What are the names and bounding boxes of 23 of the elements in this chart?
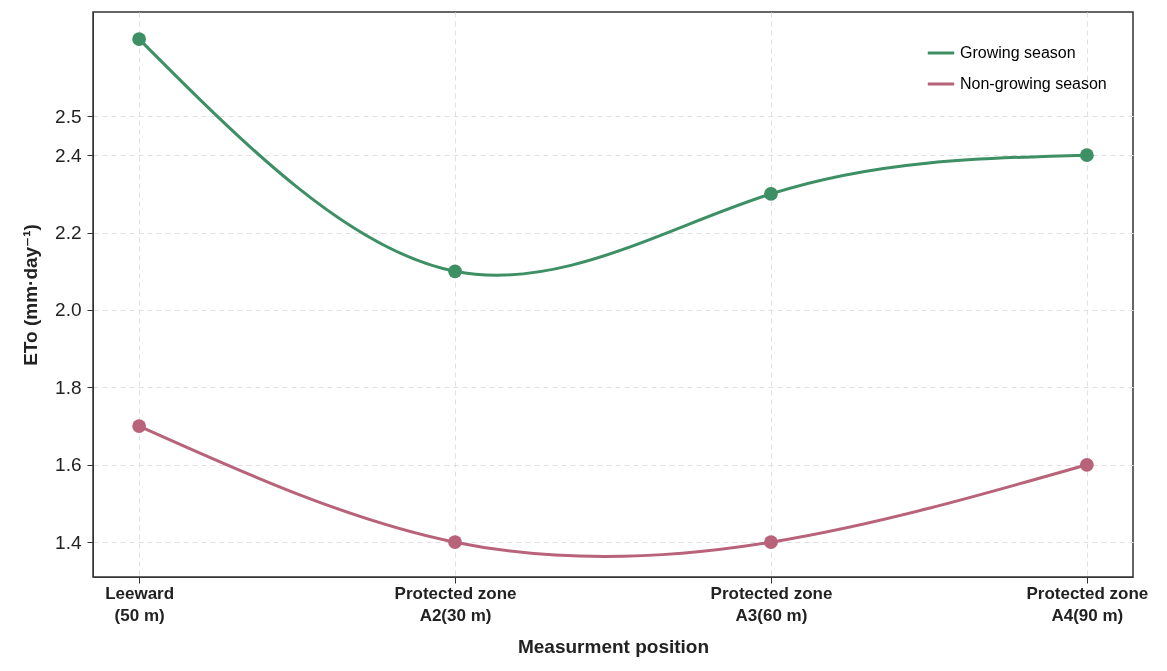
- y-tick-label: 2.0: [55, 299, 82, 321]
- y-tick-label: 2.4: [55, 144, 82, 166]
- point: [764, 187, 778, 201]
- x-tick-label: Protected zone A3(60 m): [710, 583, 833, 625]
- x-tick-label: Protected zone A2(30 m): [394, 583, 517, 625]
- y-tick-label: 1.4: [55, 531, 82, 553]
- point: [448, 264, 462, 279]
- point: [132, 32, 147, 46]
- point: [448, 535, 462, 550]
- y-tick-label: 1.6: [55, 454, 82, 476]
- x-axis-title: Measurment position: [517, 635, 710, 657]
- x-tick-label: Protected zone A4(90 m): [1026, 583, 1149, 625]
- y-tick-label: 2.2: [55, 222, 82, 244]
- point: [1079, 148, 1094, 163]
- legend-label: Growing season: [960, 44, 1076, 61]
- x-tick-label: Leeward (50 m): [105, 583, 175, 625]
- point: [132, 419, 147, 433]
- point: [764, 535, 778, 550]
- legend-label: Non-growing season: [960, 75, 1107, 92]
- y-tick-label: 2.5: [55, 105, 82, 127]
- point: [1079, 457, 1094, 472]
- y-tick-label: 1.8: [55, 376, 82, 398]
- y-axis-title: ETo (mm·day⁻¹): [20, 224, 42, 366]
